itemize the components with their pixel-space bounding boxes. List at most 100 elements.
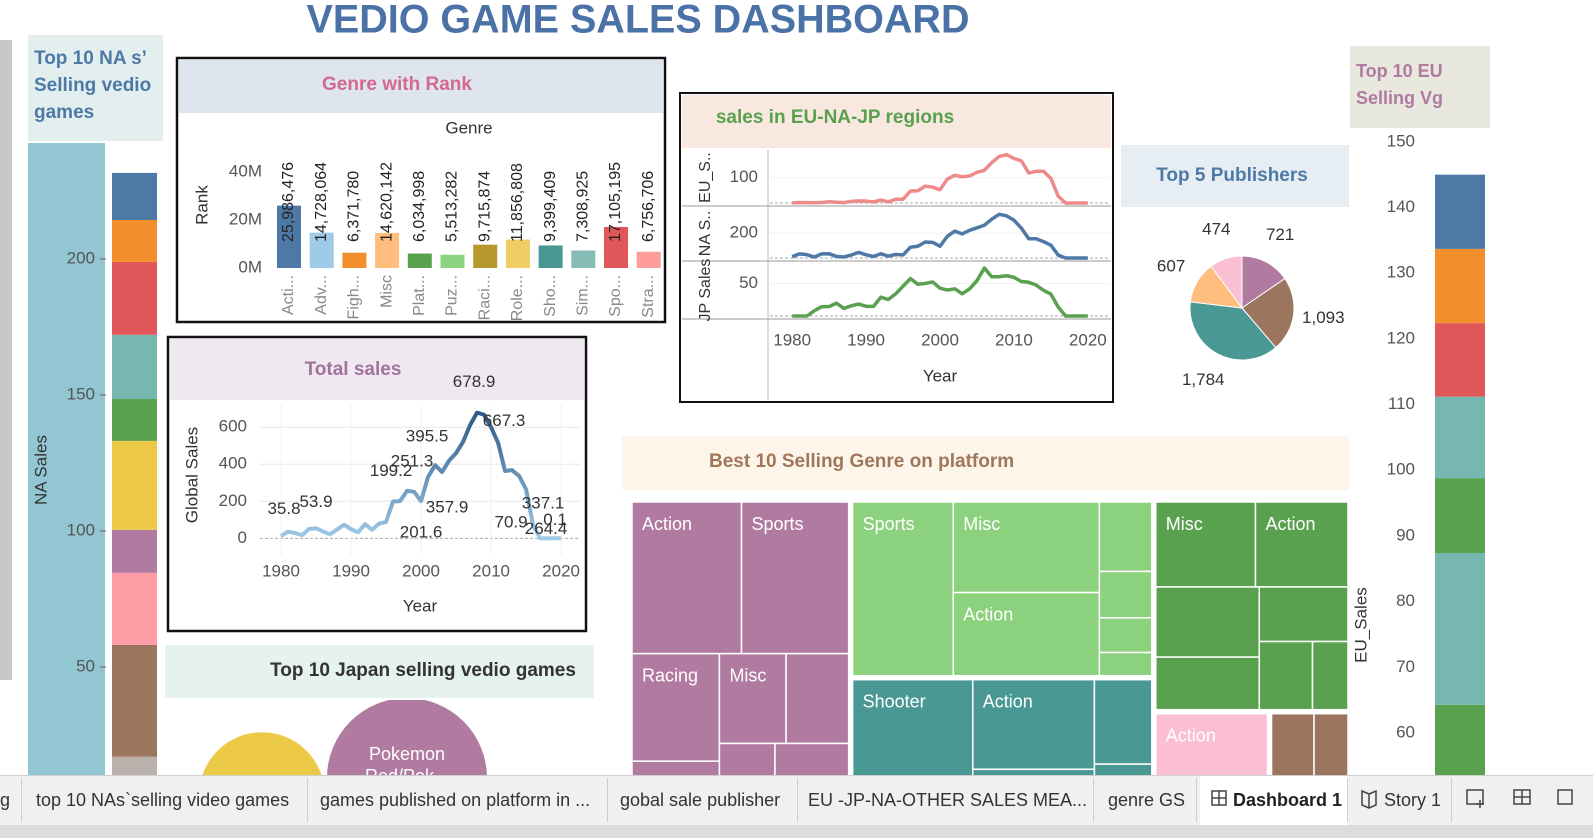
sheet-tab[interactable]: top 10 NAs`selling video games xyxy=(28,778,308,822)
cell-label: Action xyxy=(983,691,1033,711)
x-tick-label: 1980 xyxy=(773,330,811,349)
x-tick-label: Misc xyxy=(378,275,395,308)
value-label: 17,105,195 xyxy=(607,162,624,242)
panel-title: Top 10 Japan selling vedio games xyxy=(270,660,576,681)
y-axis-label: Global Sales xyxy=(182,427,201,523)
x-tick-label: 2010 xyxy=(472,561,510,580)
active-tab-background xyxy=(1200,776,1348,825)
y-tick-label: 150 xyxy=(1387,131,1415,150)
pie-slice xyxy=(1241,255,1286,309)
y-tick-label: 70 xyxy=(1396,657,1415,676)
y-tick-label: 100 xyxy=(1387,460,1415,479)
dashboard-tab[interactable]: Dashboard 1 xyxy=(1200,778,1348,822)
slice-label: 474 xyxy=(1202,220,1230,239)
dashboard-title: VEDIO GAME SALES DASHBOARD xyxy=(307,0,970,42)
bar xyxy=(571,250,596,268)
na-background-bar xyxy=(28,143,105,775)
sheet-tab[interactable]: games published on platform in ... xyxy=(312,778,608,822)
y-tick-label: 110 xyxy=(1388,394,1415,413)
bar xyxy=(473,244,498,268)
x-tick-label: 2000 xyxy=(921,330,959,349)
y-tick-label: 140 xyxy=(1387,197,1415,216)
treemap-cell xyxy=(1093,678,1153,765)
bubbles: Pokemon Red/Pok... xyxy=(202,700,487,775)
cell-label: Action xyxy=(1265,514,1315,534)
cell-label: Sports xyxy=(863,514,915,534)
panel-header xyxy=(170,339,584,400)
value-label: 7,308,925 xyxy=(575,171,592,242)
y-tick-label: 600 xyxy=(219,417,247,436)
treemap-cell xyxy=(1098,570,1153,619)
value-label: 5,513,282 xyxy=(444,171,461,242)
cell-label: Action xyxy=(642,514,692,534)
sheet-tab[interactable]: genre GS xyxy=(1097,778,1197,822)
value-label: 14,620,142 xyxy=(378,162,395,242)
sheet-tab[interactable]: EU -JP-NA-OTHER SALES MEA... xyxy=(800,778,1094,822)
treemap-cell xyxy=(1155,712,1269,775)
sheet-tab[interactable]: g xyxy=(0,778,22,822)
bar-segment xyxy=(1435,704,1485,775)
bar xyxy=(342,252,367,268)
eu-title-box: Top 10 EU Selling Vg xyxy=(1350,46,1490,128)
treemap-cell xyxy=(774,742,850,775)
treemap-cell xyxy=(718,742,776,775)
treemap-cell xyxy=(952,591,1101,677)
panel-header xyxy=(682,95,1111,148)
bar-segment xyxy=(112,529,157,573)
x-tick-label: Adv... xyxy=(313,275,330,315)
cell-label: Action xyxy=(963,604,1013,624)
story-tab[interactable]: Story 1 xyxy=(1352,778,1452,822)
pie-slice xyxy=(1210,255,1243,310)
bar xyxy=(505,239,530,268)
slice-label: 1,093 xyxy=(1302,308,1345,327)
y-tick-label: 0M xyxy=(238,257,262,276)
y-tick-label: 80 xyxy=(1396,591,1415,610)
data-label: 678.9 xyxy=(453,372,496,391)
cell-label: Misc xyxy=(729,665,766,685)
treemap-cell xyxy=(972,768,1096,775)
bar-segment xyxy=(1435,174,1485,249)
panel-header xyxy=(1121,145,1349,207)
panel-title: Genre with Rank xyxy=(322,74,472,95)
x-tick-label: 2020 xyxy=(1069,330,1107,349)
y-tick-label: 100 xyxy=(67,520,95,539)
treemap-cell xyxy=(785,652,850,745)
bubble-label-box: Pokemon Red/Pok... xyxy=(365,744,449,775)
treemap-cell xyxy=(1258,640,1314,711)
treemap-cell xyxy=(1155,656,1261,711)
x-tick-label: Acti... xyxy=(280,275,297,315)
x-tick-label: Role... xyxy=(509,275,526,321)
treemap-cell xyxy=(851,678,974,775)
value-label: 25,986,476 xyxy=(280,162,297,242)
bar-segment xyxy=(1435,323,1485,397)
status-strip xyxy=(0,825,1593,838)
y-axis-label: NA Sales xyxy=(31,435,50,505)
y-tick-label: 100 xyxy=(730,167,758,186)
value-label: 9,715,874 xyxy=(476,171,493,242)
slice-label: 607 xyxy=(1157,256,1185,275)
cell-label: Misc xyxy=(1166,514,1203,534)
x-tick-label: 1990 xyxy=(847,330,885,349)
bar xyxy=(277,205,301,268)
slice-label: 721 xyxy=(1266,225,1294,244)
value-label: 14,728,064 xyxy=(313,162,330,242)
cell-label: Misc xyxy=(963,514,1000,534)
bubble xyxy=(202,732,322,775)
treemap-cell xyxy=(631,501,743,655)
pie-slice xyxy=(1189,301,1277,361)
y-tick-label: 20M xyxy=(229,209,262,228)
value-label: 11,856,808 xyxy=(509,163,526,242)
pie-slice xyxy=(1241,277,1295,349)
region-line xyxy=(792,266,1088,318)
x-tick-label: 2000 xyxy=(402,561,440,580)
treemap-cell xyxy=(1313,712,1349,775)
bar xyxy=(375,232,400,268)
x-tick-label: Raci... xyxy=(476,275,493,320)
treemap-cell xyxy=(1098,501,1153,573)
sheet-tab[interactable]: gobal sale publisher xyxy=(612,778,798,822)
x-axis-header: Genre xyxy=(445,118,492,137)
treemap-cell xyxy=(1270,712,1315,775)
panel-title: Best 10 Selling Genre on platform xyxy=(709,451,1014,472)
treemap: Action Sports Racing Shooter Misc Sports Misc A… xyxy=(631,501,1349,775)
value-label: 9,399,409 xyxy=(542,171,559,242)
